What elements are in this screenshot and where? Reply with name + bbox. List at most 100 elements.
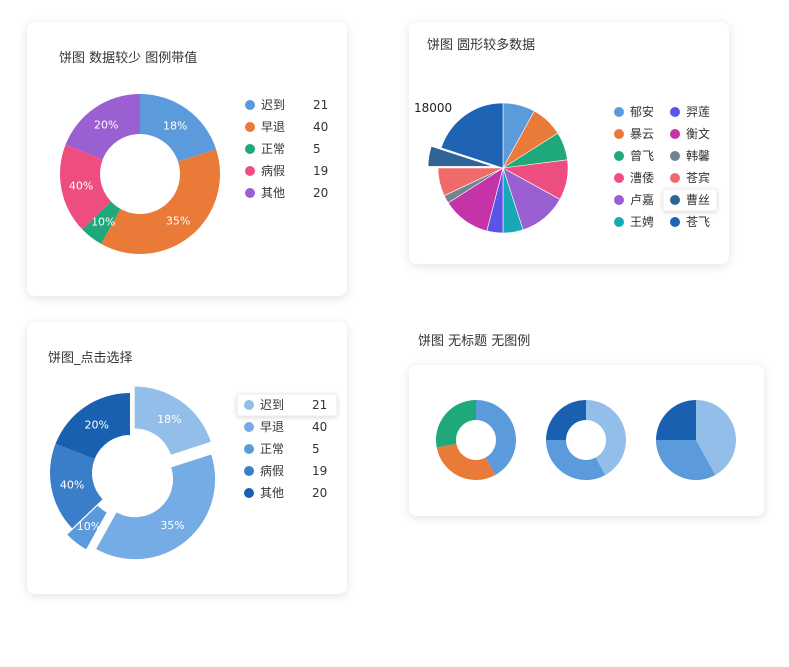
- legend-label[interactable]: 病假: [260, 463, 284, 478]
- legend-marker: [245, 166, 255, 176]
- legend-label[interactable]: 正常: [261, 142, 285, 156]
- legend-value: 40: [312, 420, 327, 434]
- pie-slice-1[interactable]: [546, 440, 606, 480]
- legend-marker: [244, 488, 254, 498]
- legend-highlight: [236, 393, 338, 417]
- legend-label[interactable]: 其他: [261, 186, 285, 200]
- legend-value: 19: [313, 164, 328, 178]
- slice-percent-label: 18%: [163, 119, 187, 132]
- chart-title: 饼图 无标题 无图例: [418, 334, 531, 349]
- legend-marker: [614, 129, 624, 139]
- slice-percent-label: 40%: [60, 478, 84, 491]
- legend-label[interactable]: 其他: [260, 486, 284, 500]
- pie-slice-早退[interactable]: [101, 149, 221, 254]
- legend-marker: [245, 144, 255, 154]
- legend-marker: [244, 400, 254, 410]
- legend-label[interactable]: 郁安: [630, 104, 654, 119]
- mini-pie-charts[interactable]: [409, 365, 764, 516]
- pie-slice-病假[interactable]: [49, 443, 103, 529]
- mini-chart-3[interactable]: [656, 400, 736, 480]
- slice-percent-label: 10%: [91, 215, 115, 228]
- legend-label[interactable]: 迟到: [260, 398, 284, 412]
- pie-slice-早退[interactable]: [96, 454, 216, 560]
- pie-slice-2[interactable]: [546, 400, 586, 440]
- legend-marker: [670, 195, 680, 205]
- pie-slice-曹丝[interactable]: [427, 145, 494, 167]
- pie-slice-0[interactable]: [696, 400, 736, 476]
- pie-slice-0[interactable]: [476, 400, 516, 476]
- chart-card-mini: [409, 365, 764, 516]
- mini-chart-2[interactable]: [546, 400, 626, 480]
- pie-slice-苍宾[interactable]: [437, 167, 504, 197]
- pie-slice-1[interactable]: [436, 443, 496, 480]
- legend-label[interactable]: 苍宾: [686, 170, 710, 185]
- legend-marker: [244, 466, 254, 476]
- legend-label[interactable]: 羿莲: [686, 105, 710, 119]
- pie-slice-迟到[interactable]: [134, 386, 211, 455]
- legend-marker: [670, 173, 680, 183]
- chart-title: 饼图 圆形较多数据: [427, 38, 536, 53]
- legend-marker: [670, 217, 680, 227]
- legend-marker: [670, 107, 680, 117]
- legend-label[interactable]: 苍飞: [686, 215, 710, 229]
- legend-value: 5: [313, 142, 321, 156]
- pie-slice-其他[interactable]: [65, 94, 140, 160]
- legend-marker: [244, 422, 254, 432]
- chart-card-click-select: 饼图_点击选择 18% 35% 10% 40% 20% 迟到 21 早退 40 正常 5 病假 19 其他…: [27, 322, 347, 594]
- pie-slice-2[interactable]: [436, 400, 476, 448]
- legend-highlight: [662, 188, 718, 212]
- legend-label[interactable]: 韩馨: [686, 148, 710, 163]
- legend-marker: [614, 173, 624, 183]
- legend-label[interactable]: 暴云: [630, 127, 654, 141]
- pie-slice-迟到[interactable]: [140, 94, 217, 162]
- pie-slice-苍飞[interactable]: [440, 102, 504, 169]
- chart-title: 饼图_点击选择: [48, 351, 133, 366]
- legend-label[interactable]: 迟到: [261, 98, 285, 112]
- legend-label[interactable]: 王娉: [630, 214, 654, 229]
- legend-marker: [614, 151, 624, 161]
- legend-label[interactable]: 曾飞: [630, 149, 654, 163]
- pie-slice-其他[interactable]: [55, 393, 130, 460]
- legend-marker: [245, 100, 255, 110]
- pie-slice-正常[interactable]: [67, 505, 107, 550]
- legend-label[interactable]: 漕倭: [630, 171, 654, 185]
- chart-card-many-data: 饼图 圆形较多数据 18000 郁安暴云曾飞漕倭卢嘉王娉 羿莲衡文韩馨苍宾曹丝苍飞: [409, 22, 729, 264]
- legend-label[interactable]: 病假: [261, 163, 285, 178]
- legend-label[interactable]: 曹丝: [686, 193, 710, 207]
- pie-slice-0[interactable]: [586, 400, 626, 476]
- pie-slice-1[interactable]: [656, 440, 716, 480]
- legend-value: 20: [313, 186, 328, 200]
- legend-label[interactable]: 早退: [261, 120, 285, 134]
- legend-value: 40: [313, 120, 328, 134]
- slice-percent-label: 40%: [69, 180, 93, 193]
- pie-slice-2[interactable]: [656, 400, 696, 440]
- pie-slice-正常[interactable]: [82, 201, 121, 244]
- donut-chart-attendance[interactable]: 18% 35% 10% 40% 20% 迟到 21 早退 40 正常 5 病假 19 其他 20: [27, 22, 347, 296]
- slice-percent-label: 10%: [77, 520, 101, 533]
- donut-chart-click-select[interactable]: 18% 35% 10% 40% 20% 迟到 21 早退 40 正常 5 病假 19 其他 20: [27, 322, 347, 594]
- slice-percent-label: 35%: [166, 214, 190, 227]
- legend-label[interactable]: 衡文: [686, 126, 710, 141]
- slice-percent-label: 18%: [157, 413, 181, 426]
- slice-percent-label: 20%: [94, 118, 118, 131]
- legend-label[interactable]: 正常: [260, 442, 284, 456]
- chart-title: 饼图 数据较少 图例带值: [59, 51, 198, 66]
- legend-marker: [614, 195, 624, 205]
- slice-percent-label: 35%: [160, 519, 184, 532]
- legend-value: 21: [313, 98, 328, 112]
- legend-marker: [245, 122, 255, 132]
- pie-slice-病假[interactable]: [59, 144, 112, 230]
- highlight-value-label: 18000: [414, 101, 452, 115]
- slice-percent-label: 20%: [85, 418, 109, 431]
- legend-marker: [245, 188, 255, 198]
- legend-label[interactable]: 卢嘉: [630, 192, 654, 207]
- legend-marker: [614, 217, 624, 227]
- legend-label[interactable]: 早退: [260, 420, 284, 434]
- legend-value: 21: [312, 398, 327, 412]
- legend-value: 20: [312, 486, 327, 500]
- legend-marker: [244, 444, 254, 454]
- mini-chart-1[interactable]: [436, 400, 516, 480]
- legend-value: 19: [312, 464, 327, 478]
- legend-marker: [614, 107, 624, 117]
